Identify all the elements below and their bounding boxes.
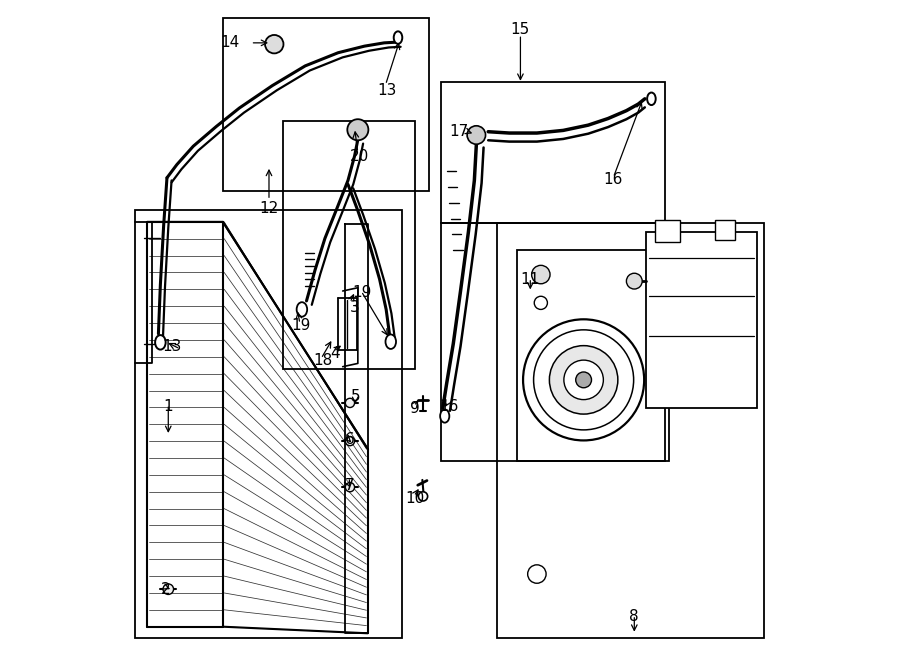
- Circle shape: [418, 492, 427, 501]
- Bar: [655, 220, 680, 242]
- Text: 2: 2: [161, 582, 170, 597]
- Text: 20: 20: [349, 149, 369, 163]
- Ellipse shape: [297, 302, 307, 317]
- Text: 4: 4: [330, 346, 339, 361]
- Text: 15: 15: [511, 22, 530, 36]
- Text: 19: 19: [292, 319, 310, 333]
- Circle shape: [163, 584, 174, 594]
- Text: 5: 5: [351, 389, 361, 404]
- Text: 13: 13: [163, 340, 182, 354]
- Text: 10: 10: [406, 491, 425, 506]
- Text: 6: 6: [345, 432, 355, 447]
- Circle shape: [564, 360, 603, 400]
- Ellipse shape: [647, 93, 656, 105]
- Ellipse shape: [385, 334, 396, 349]
- Text: 12: 12: [259, 201, 279, 216]
- Bar: [716, 220, 735, 240]
- Circle shape: [346, 483, 355, 492]
- Circle shape: [535, 296, 547, 309]
- Text: 9: 9: [410, 401, 420, 416]
- Circle shape: [347, 119, 368, 140]
- Bar: [518, 251, 669, 461]
- Circle shape: [527, 565, 546, 583]
- Bar: [646, 232, 757, 408]
- Text: 3: 3: [350, 300, 359, 315]
- Circle shape: [346, 436, 355, 446]
- Circle shape: [265, 35, 284, 54]
- Text: 14: 14: [220, 34, 239, 50]
- Text: 16: 16: [604, 172, 623, 186]
- Circle shape: [467, 126, 485, 144]
- Text: 1: 1: [164, 399, 173, 414]
- Circle shape: [523, 319, 644, 440]
- Bar: [441, 82, 665, 223]
- Ellipse shape: [393, 31, 402, 44]
- Circle shape: [346, 399, 355, 408]
- Ellipse shape: [155, 335, 166, 350]
- Text: 18: 18: [313, 352, 333, 368]
- Bar: [223, 18, 429, 191]
- Circle shape: [534, 330, 634, 430]
- Circle shape: [576, 372, 591, 388]
- Circle shape: [532, 265, 550, 284]
- Bar: [441, 223, 665, 461]
- Text: 19: 19: [353, 286, 372, 301]
- Text: 16: 16: [439, 399, 458, 414]
- Ellipse shape: [440, 409, 449, 422]
- Circle shape: [549, 346, 617, 414]
- Text: 13: 13: [378, 83, 397, 98]
- Text: 7: 7: [345, 478, 354, 492]
- Bar: [498, 223, 764, 638]
- Text: 11: 11: [521, 272, 540, 288]
- Bar: [135, 210, 402, 638]
- Text: 8: 8: [629, 609, 639, 625]
- Bar: [284, 121, 415, 369]
- Text: 17: 17: [449, 124, 468, 139]
- Circle shape: [626, 273, 643, 289]
